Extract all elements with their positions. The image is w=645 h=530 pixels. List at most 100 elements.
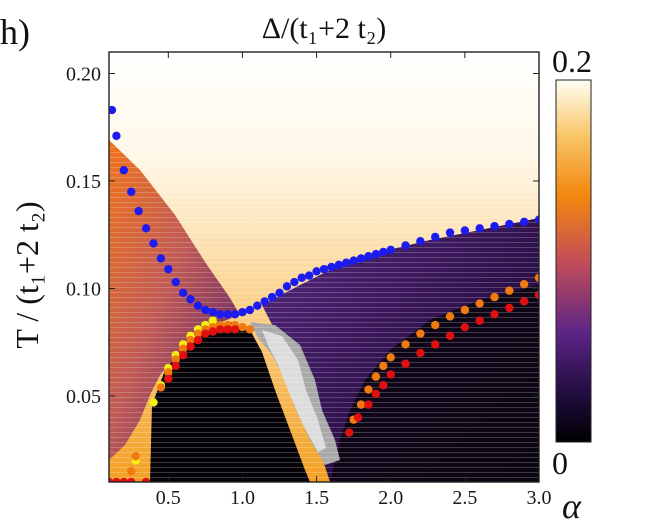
- data-point: [230, 325, 240, 334]
- data-point: [178, 288, 188, 297]
- y-tick-label: 0.10: [66, 279, 101, 301]
- data-point: [267, 292, 277, 302]
- data-point: [275, 288, 284, 297]
- data-point: [490, 221, 499, 231]
- data-point: [431, 340, 440, 349]
- data-point: [475, 224, 484, 233]
- y-axis-label: T / (t₁+2 t₂): [9, 201, 45, 348]
- data-point: [445, 228, 455, 237]
- data-point: [505, 286, 514, 295]
- data-point: [342, 258, 351, 267]
- data-point: [445, 312, 455, 321]
- data-point: [386, 353, 395, 362]
- data-point: [364, 252, 373, 261]
- data-point: [345, 428, 354, 437]
- data-point: [431, 232, 440, 242]
- data-point: [356, 254, 366, 263]
- data-point: [164, 374, 173, 383]
- data-point: [297, 273, 306, 282]
- data-point: [109, 105, 117, 115]
- data-point: [112, 131, 121, 141]
- data-point: [304, 271, 314, 280]
- data-point: [149, 398, 158, 407]
- x-tick-label: 2.0: [378, 487, 403, 509]
- data-point: [290, 277, 299, 287]
- data-point: [327, 262, 336, 272]
- heatmap-area: [109, 52, 539, 482]
- data-point: [282, 282, 292, 291]
- data-point: [208, 327, 217, 336]
- x-axis-label: α: [562, 486, 582, 526]
- data-point: [193, 301, 203, 310]
- data-point: [201, 305, 210, 315]
- data-point: [208, 307, 217, 317]
- data-point: [371, 372, 381, 381]
- data-point: [201, 329, 210, 338]
- data-point: [164, 264, 173, 274]
- data-point: [193, 335, 203, 345]
- data-point: [534, 273, 539, 282]
- data-point: [223, 310, 232, 319]
- data-point: [386, 245, 395, 254]
- data-point: [371, 249, 381, 259]
- data-point: [401, 340, 410, 349]
- data-point: [216, 310, 225, 319]
- data-point: [178, 344, 188, 353]
- data-point: [164, 368, 173, 377]
- chart-title: Δ/(t₁+2 t₂): [262, 12, 387, 45]
- data-point: [431, 320, 440, 330]
- data-point: [171, 361, 180, 371]
- data-point: [238, 307, 247, 317]
- data-point: [127, 477, 136, 482]
- data-point: [519, 217, 529, 227]
- data-point: [193, 329, 203, 338]
- data-point: [534, 290, 539, 300]
- data-point: [349, 256, 358, 265]
- data-point: [371, 389, 381, 399]
- data-point: [416, 237, 425, 246]
- data-point: [519, 297, 529, 306]
- data-point: [109, 477, 114, 482]
- data-point: [131, 452, 140, 461]
- data-point: [364, 385, 373, 394]
- data-point: [260, 297, 269, 306]
- data-point: [334, 260, 344, 270]
- data-point: [490, 292, 499, 302]
- data-point: [245, 325, 255, 334]
- data-point: [312, 267, 321, 276]
- data-point: [379, 381, 388, 390]
- data-point: [416, 348, 425, 358]
- y-tick-label: 0.15: [66, 171, 101, 193]
- data-point: [156, 254, 166, 263]
- data-point: [127, 187, 136, 196]
- data-point: [141, 477, 151, 482]
- data-point: [379, 361, 388, 371]
- data-point: [186, 295, 195, 304]
- colorbar-max-label: 0.2: [552, 43, 592, 79]
- data-point: [475, 316, 484, 325]
- data-point: [230, 310, 240, 319]
- data-point: [245, 305, 255, 315]
- x-tick-label: 1.0: [230, 487, 255, 509]
- data-point: [216, 325, 225, 334]
- data-point: [460, 323, 470, 332]
- colorbar: 0.2 0: [552, 43, 592, 481]
- data-point: [386, 370, 395, 379]
- data-point: [460, 305, 470, 315]
- data-point: [127, 467, 136, 476]
- data-point: [156, 383, 166, 392]
- data-point: [253, 301, 262, 310]
- data-point: [490, 310, 499, 319]
- data-point: [356, 400, 366, 409]
- data-point: [134, 206, 143, 216]
- data-point: [460, 226, 470, 235]
- data-point: [534, 215, 539, 224]
- x-tick-label: 2.5: [452, 487, 477, 509]
- x-axis: 0.5 1.0 1.5 2.0 2.5 3.0: [156, 52, 552, 509]
- x-tick-label: 1.5: [304, 487, 329, 509]
- data-point: [112, 477, 121, 482]
- data-point: [208, 316, 217, 325]
- data-point: [149, 239, 158, 248]
- x-tick-label: 0.5: [156, 487, 181, 509]
